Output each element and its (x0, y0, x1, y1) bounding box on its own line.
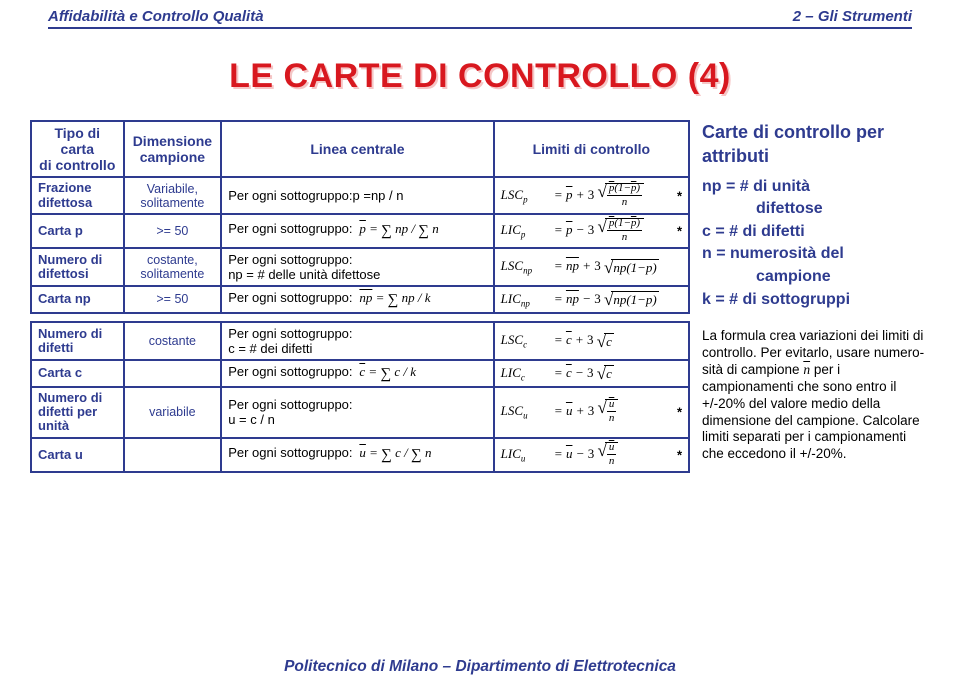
th-dim: Dimensionecampione (124, 121, 222, 177)
cell-limit: LICu = u − 3 un * (494, 438, 689, 472)
cell-label (124, 360, 222, 387)
line-prefix: Per ogni sottogruppo: (228, 397, 352, 412)
cell-label: solitamente (140, 267, 204, 281)
page-footer: Politecnico di Milano – Dipartimento di … (0, 658, 960, 676)
table-row: Carta c Per ogni sottogruppo: c = ∑ c / … (31, 360, 689, 387)
cell-line: Per ogni sottogruppo: np = # delle unità… (221, 248, 493, 286)
table-row: Numero didifettosi costante,solitamente … (31, 248, 689, 286)
slide-title: LE CARTE DI CONTROLLO (4) (0, 57, 960, 96)
header-right: 2 – Gli Strumenti (793, 8, 912, 25)
table-header-row: Tipo di cartadi controllo Dimensionecamp… (31, 121, 689, 177)
line-prefix: Per ogni sottogruppo: (228, 221, 352, 236)
cell-limit: LICc = c − 3 c (494, 360, 689, 387)
notes-paragraph: La formula crea variazioni dei limiti di… (702, 328, 930, 463)
line-prefix: Per ogni sottogruppo: (228, 326, 352, 341)
cell-line: Per ogni sottogruppo: np = ∑ np / k (221, 286, 493, 313)
asterisk-marker: * (677, 447, 682, 462)
line-prefix: Per ogni sottogruppo: (228, 290, 352, 305)
note-line: campione (702, 268, 831, 285)
note-line: c = # di difetti (702, 221, 930, 243)
cell-label: Numero di (38, 252, 102, 267)
table-row: Carta u Per ogni sottogruppo: u = ∑ c / … (31, 438, 689, 472)
cell-limit: LICp = p − 3 p(1−p)n * (494, 214, 689, 248)
table-row: Numero didifetti costante Per ogni sotto… (31, 322, 689, 360)
tables-column: Tipo di cartadi controllo Dimensionecamp… (30, 120, 690, 473)
cell-label: difetti per (38, 404, 97, 419)
cell-label: Numero di (38, 326, 102, 341)
cell-label: Variabile, (147, 182, 198, 196)
cell-label: costante (124, 322, 222, 360)
asterisk-marker: * (677, 188, 682, 203)
cell-label: >= 50 (124, 286, 222, 313)
note-line: difettose (702, 200, 823, 217)
table-row: Frazionedifettosa Variabile,solitamente … (31, 177, 689, 214)
note-line: np = # di unità (702, 178, 810, 195)
cell-limit: LSCu = u + 3 un * (494, 387, 689, 438)
header-underline (48, 27, 912, 29)
cell-limit: LSCc = c + 3 c (494, 322, 689, 360)
notes-definitions: Carte di controllo per attributi np = # … (702, 120, 930, 310)
th-linea: Linea centrale (221, 121, 493, 177)
cell-label: Carta np (31, 286, 124, 313)
cell-limit: LSCp = p + 3 p(1−p)n * (494, 177, 689, 214)
line-sub: np = # delle unità difettose (228, 267, 380, 282)
page-header: Affidabilità e Controllo Qualità 2 – Gli… (0, 0, 960, 27)
line-prefix: Per ogni sottogruppo: (228, 445, 352, 460)
cell-label: >= 50 (124, 214, 222, 248)
cell-line: Per ogni sottogruppo: u = c / n (221, 387, 493, 438)
cell-limit: LSCnp = np + 3 np(1−p) (494, 248, 689, 286)
cell-label: unità (38, 418, 69, 433)
cell-line: Per ogni sottogruppo: c = # dei difetti (221, 322, 493, 360)
cell-limit: LICnp = np − 3 np(1−p) (494, 286, 689, 313)
cell-label: Carta u (31, 438, 124, 472)
line-prefix: Per ogni sottogruppo: (228, 364, 352, 379)
cell-label: Frazione (38, 180, 91, 195)
cell-label: variabile (124, 387, 222, 438)
cell-label: Numero di (38, 390, 102, 405)
notes-heading: Carte di controllo per attributi (702, 120, 930, 169)
note-line: k = # di sottogruppi (702, 289, 930, 311)
table-row: Numero didifetti perunità variabile Per … (31, 387, 689, 438)
line-prefix: Per ogni sottogruppo: (228, 252, 352, 267)
note-line: n = numerosità del (702, 245, 844, 262)
control-chart-table-1: Tipo di cartadi controllo Dimensionecamp… (30, 120, 690, 314)
th-limiti: Limiti di controllo (494, 121, 689, 177)
asterisk-marker: * (677, 223, 682, 238)
line-sub: c = # dei difetti (228, 341, 312, 356)
control-chart-table-2: Numero didifetti costante Per ogni sotto… (30, 321, 690, 473)
cell-label: Carta c (31, 360, 124, 387)
cell-line: Per ogni sottogruppo: c = ∑ c / k (221, 360, 493, 387)
cell-line: Per ogni sottogruppo: u = ∑ c / ∑ n (221, 438, 493, 472)
notes-column: Carte di controllo per attributi np = # … (702, 120, 930, 473)
header-left: Affidabilità e Controllo Qualità (48, 8, 264, 25)
cell-label: difettosa (38, 195, 92, 210)
main-content: Tipo di cartadi controllo Dimensionecamp… (0, 120, 960, 473)
cell-label: difetti (38, 340, 73, 355)
cell-line: Per ogni sottogruppo: p = ∑ np / ∑ n (221, 214, 493, 248)
cell-label: solitamente (140, 196, 204, 210)
cell-label (124, 438, 222, 472)
table-row: Carta np >= 50 Per ogni sottogruppo: np … (31, 286, 689, 313)
asterisk-marker: * (677, 405, 682, 420)
table-row: Carta p >= 50 Per ogni sottogruppo: p = … (31, 214, 689, 248)
cell-label: Carta p (31, 214, 124, 248)
cell-label: difettosi (38, 266, 89, 281)
cell-label: costante, (147, 253, 198, 267)
line-sub: u = c / n (228, 412, 275, 427)
cell-line: Per ogni sottogruppo:p =np / n (221, 177, 493, 214)
th-tipo: Tipo di cartadi controllo (31, 121, 124, 177)
